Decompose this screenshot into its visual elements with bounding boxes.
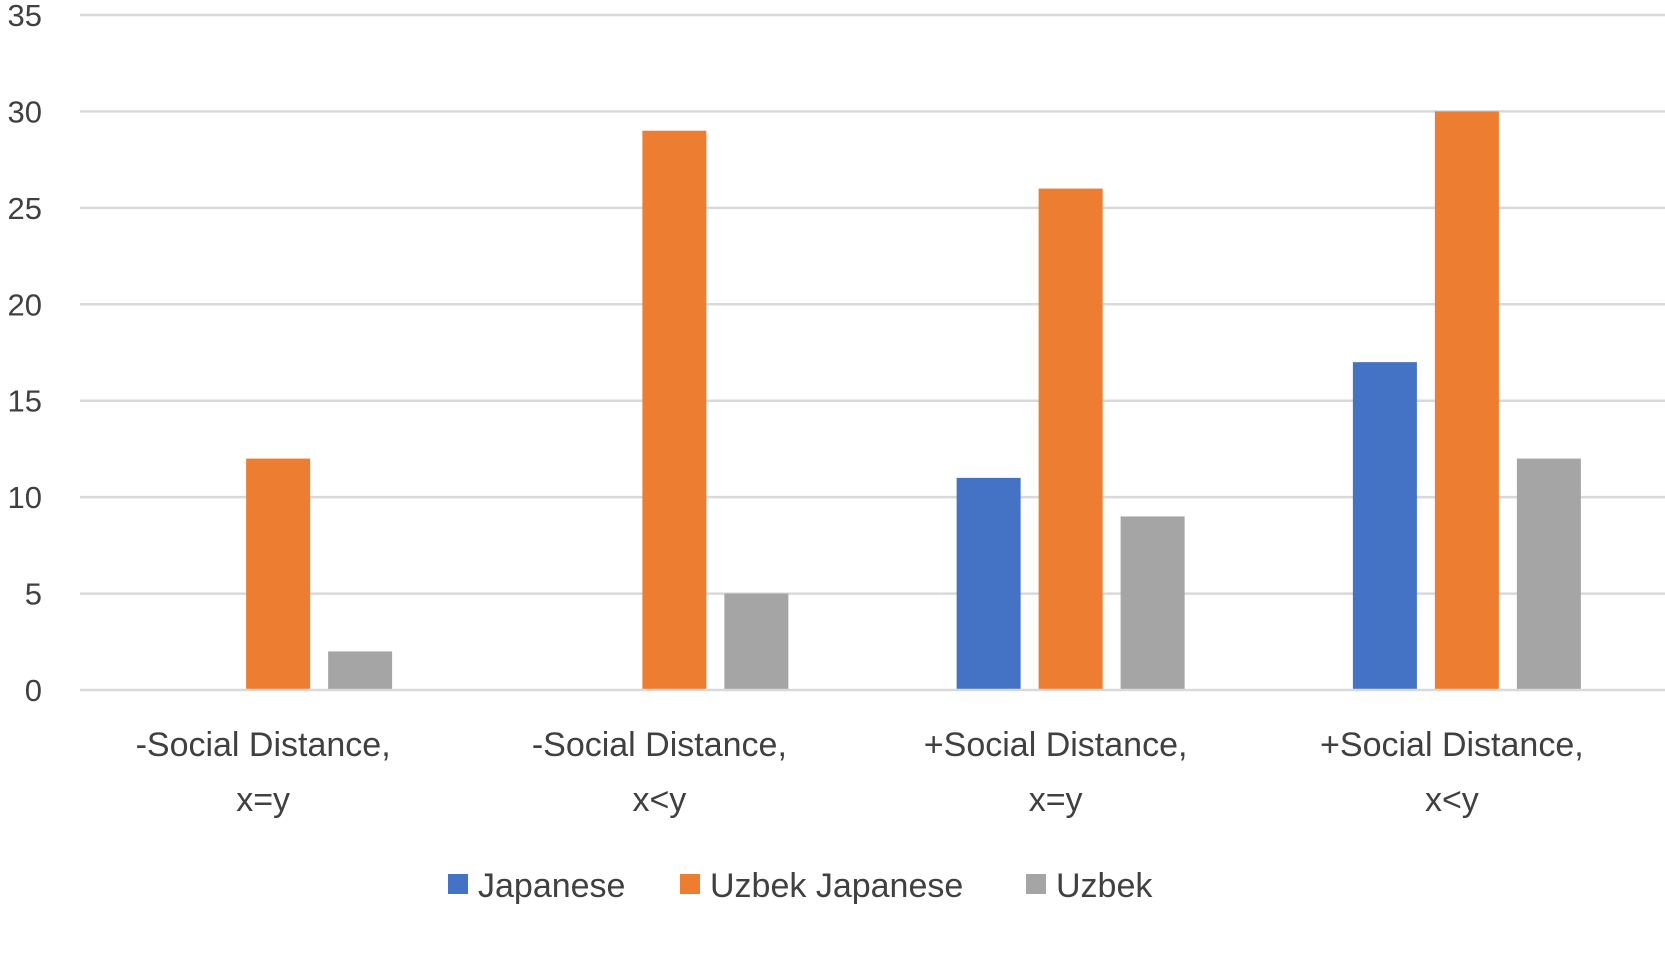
x-axis-category-labels: -Social Distance, x=y -Social Distance, x<y…: [136, 726, 1584, 819]
legend-swatch-uzbek: [1026, 874, 1046, 894]
legend-label: Japanese: [478, 867, 625, 905]
gridlines: [80, 13, 1665, 595]
bar-uzbek: [328, 651, 393, 690]
bar-uzbek-japanese: [1038, 188, 1103, 691]
category-label: -Social Distance,: [136, 726, 391, 764]
y-tick-label: 25: [8, 191, 42, 226]
bar-uzbek: [1516, 458, 1581, 690]
legend: Japanese Uzbek Japanese Uzbek: [448, 867, 1153, 905]
y-tick-label: 5: [25, 577, 42, 612]
y-tick-label: 10: [8, 480, 42, 515]
y-tick-label: 20: [8, 287, 42, 322]
legend-label: Uzbek: [1056, 867, 1153, 905]
y-tick-label: 15: [8, 384, 42, 419]
category-label: x=y: [236, 781, 290, 819]
bars: [246, 111, 1581, 691]
bar-japanese: [1352, 362, 1417, 690]
legend-label: Uzbek Japanese: [710, 867, 963, 905]
bar-uzbek-japanese: [1434, 111, 1499, 690]
category-label: +Social Distance,: [924, 726, 1188, 764]
bar-japanese: [956, 477, 1021, 690]
y-tick-label: 30: [8, 94, 42, 129]
legend-swatch-japanese: [448, 874, 468, 894]
bar-uzbek-japanese: [642, 130, 707, 690]
category-label: -Social Distance,: [532, 726, 787, 764]
legend-swatch-uzbek-japanese: [680, 874, 700, 894]
bar-uzbek: [1120, 516, 1185, 690]
y-tick-label: 0: [25, 673, 42, 708]
category-label: x=y: [1029, 781, 1083, 819]
category-label: x<y: [1425, 781, 1479, 819]
category-label: x<y: [632, 781, 686, 819]
category-label: +Social Distance,: [1320, 726, 1584, 764]
bar-uzbek-japanese: [246, 458, 311, 690]
y-tick-label: 35: [8, 0, 42, 33]
bar-uzbek: [724, 593, 789, 690]
y-axis-tick-labels: 0 5 10 15 20 25 30 35: [8, 0, 42, 708]
